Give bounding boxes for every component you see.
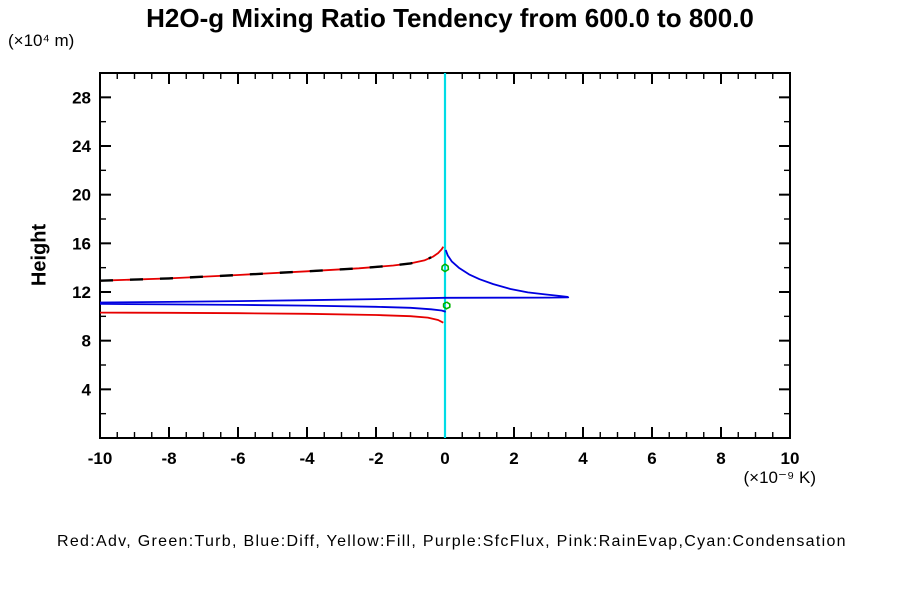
- y-tick-label: 20: [72, 186, 91, 205]
- y-tick-label: 12: [72, 283, 91, 302]
- x-tick-label: 4: [578, 449, 588, 468]
- x-tick-label: -8: [161, 449, 176, 468]
- diff-lower-line: [99, 303, 446, 313]
- diff-main-line: [99, 249, 570, 304]
- turb-upper-line: [441, 263, 450, 273]
- adv-lower-line: [99, 311, 444, 324]
- y-tick-label: 16: [72, 234, 91, 253]
- x-tick-label: 6: [647, 449, 656, 468]
- x-tick-label: 2: [509, 449, 518, 468]
- y-axis-unit-label: (×10⁴ m): [8, 31, 75, 50]
- turb-lower-line: [442, 301, 451, 310]
- color-legend-text: Red:Adv, Green:Turb, Blue:Diff, Yellow:F…: [57, 533, 847, 550]
- x-tick-label: -4: [299, 449, 315, 468]
- adv-upper-line: [99, 246, 445, 282]
- y-tick-label: 24: [72, 137, 91, 156]
- x-tick-label: 0: [440, 449, 449, 468]
- total-dashed-line: [99, 256, 432, 282]
- x-tick-label: -6: [230, 449, 245, 468]
- y-tick-label: 4: [82, 380, 92, 399]
- y-tick-label: 8: [82, 332, 91, 351]
- chart-title: H2O-g Mixing Ratio Tendency from 600.0 t…: [146, 3, 754, 33]
- x-tick-label: -10: [88, 449, 113, 468]
- y-tick-label: 28: [72, 88, 91, 107]
- x-axis-unit-label: (×10⁻⁹ K): [743, 468, 816, 487]
- x-tick-label: -2: [368, 449, 383, 468]
- x-tick-label: 8: [716, 449, 725, 468]
- x-tick-label: 10: [781, 449, 800, 468]
